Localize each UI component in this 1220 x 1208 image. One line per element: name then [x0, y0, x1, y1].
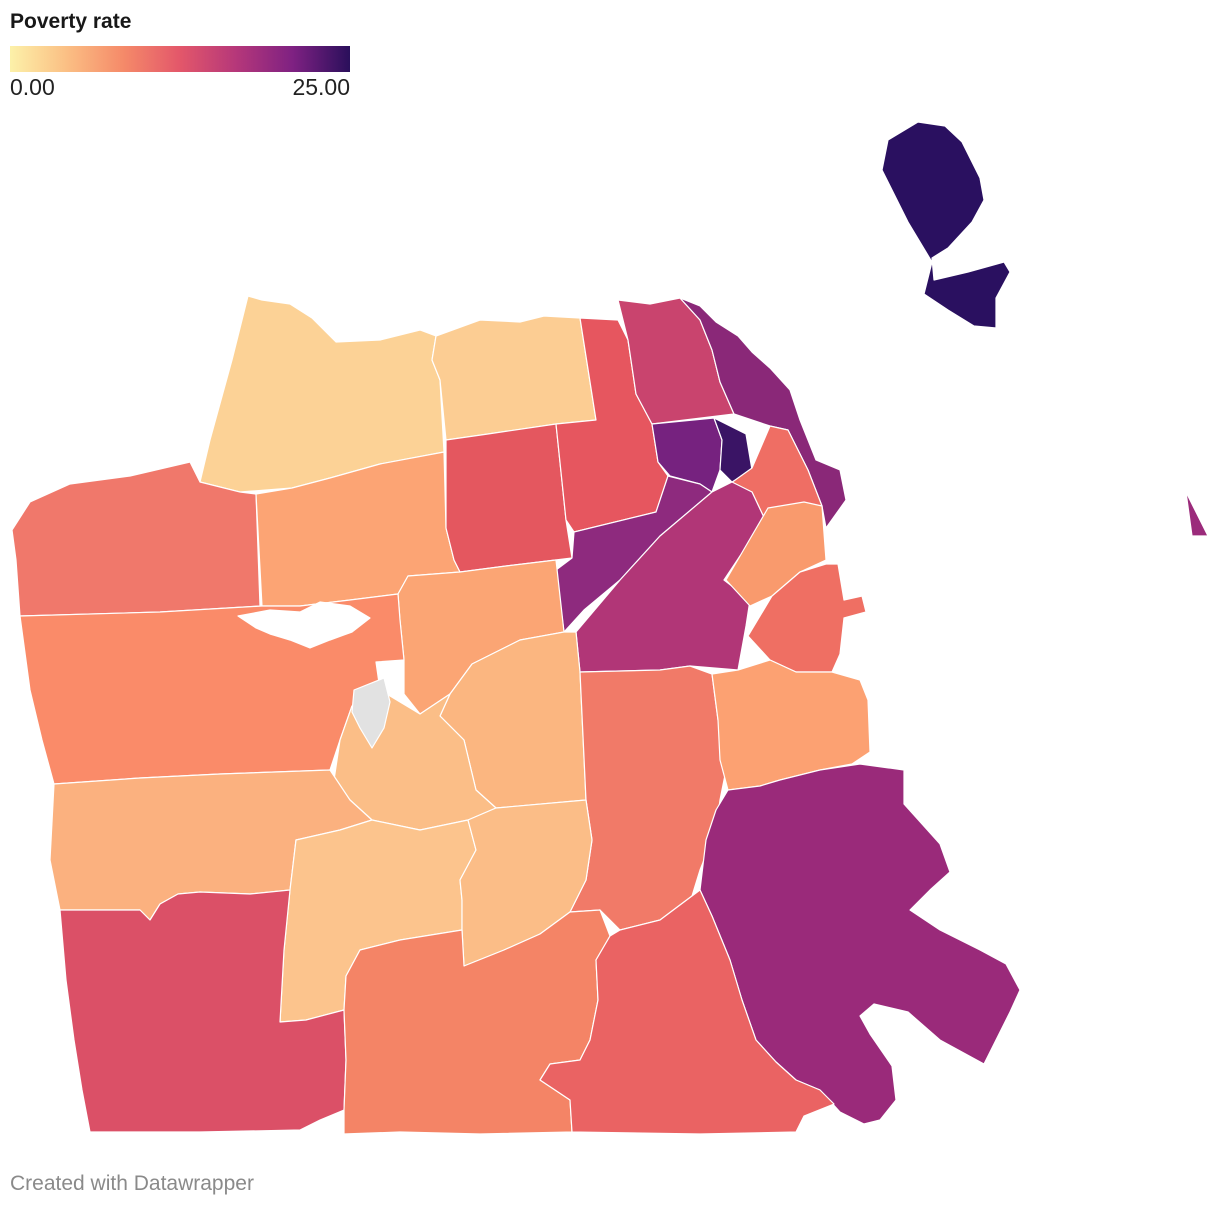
region-potrero[interactable] — [747, 563, 867, 673]
legend-title: Poverty rate — [10, 10, 132, 33]
legend-color-scale — [10, 46, 350, 72]
region-soma[interactable] — [575, 481, 769, 673]
region-no-data[interactable] — [351, 677, 391, 749]
region-treasure-island[interactable] — [881, 121, 1011, 329]
region-east-sliver[interactable] — [1185, 491, 1209, 537]
region-park-gap — [237, 601, 371, 649]
credit-footer[interactable]: Created with Datawrapper — [10, 1172, 254, 1195]
region-visitacion[interactable] — [539, 889, 835, 1135]
region-pacific-heights[interactable] — [445, 423, 573, 573]
legend-max-label: 25.00 — [292, 74, 350, 100]
region-financial-district[interactable] — [679, 297, 847, 529]
region-marina[interactable] — [431, 315, 597, 441]
region-bernal[interactable] — [711, 659, 871, 791]
legend-min-label: 0.00 — [10, 74, 55, 100]
region-lakeshore[interactable] — [59, 889, 347, 1133]
